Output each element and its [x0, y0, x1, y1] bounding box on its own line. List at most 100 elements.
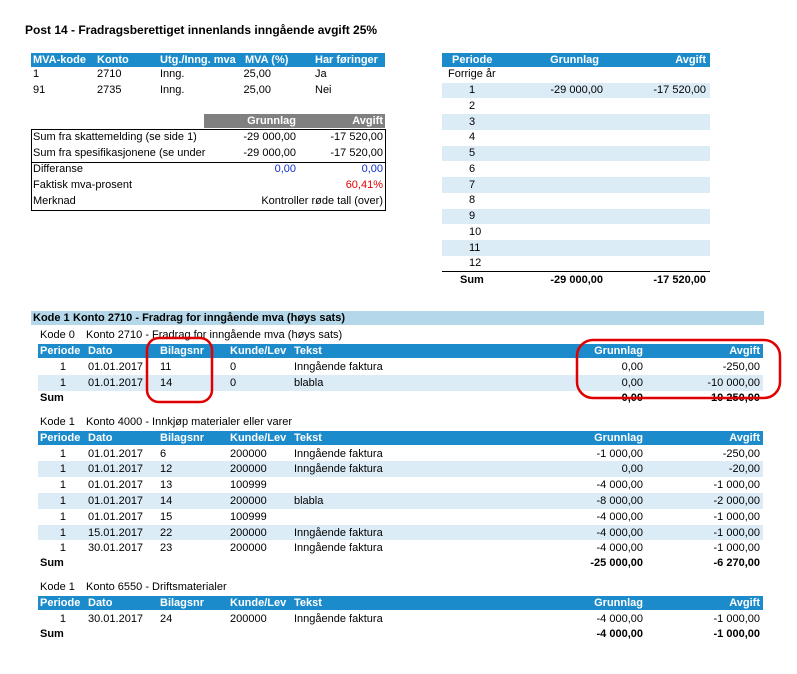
table-cell: -4 000,00 — [596, 542, 643, 555]
column-header: MVA (%) — [245, 54, 289, 66]
sum-label: Sum — [40, 628, 64, 640]
table-cell: 1 — [59, 510, 66, 523]
row-label: 7 — [469, 178, 476, 191]
section-code: Kode 1 — [33, 312, 70, 324]
table-cell: Kontroller røde tall (over) — [261, 195, 383, 207]
table-cell: -17 520,00 — [330, 131, 383, 143]
group-title: Konto 4000 - Innkjøp materialer eller va… — [86, 415, 293, 428]
table-cell: 2710 — [97, 68, 122, 80]
column-header: Dato — [88, 345, 113, 357]
group-code: Kode 1 — [40, 415, 75, 428]
sum-label: Sum — [40, 557, 64, 570]
table-cell: 1 — [59, 376, 66, 389]
table-cell: Inng. — [160, 68, 185, 80]
table-cell: 01.01.2017 — [88, 463, 144, 476]
table-cell: 200000 — [230, 463, 267, 476]
table-cell: 1 — [59, 361, 66, 373]
table-cell: 1 — [59, 542, 66, 555]
column-header: Grunnlag — [594, 345, 643, 357]
row-label: Sum fra skattemelding (se side 1) — [33, 131, 197, 143]
table-cell: 22 — [160, 526, 173, 539]
column-header: Konto — [97, 54, 129, 66]
table-cell: 1 — [59, 463, 66, 476]
table-cell: 14 — [160, 495, 173, 507]
table-cell: 01.01.2017 — [88, 376, 144, 389]
table-cell: 1 — [33, 68, 40, 80]
table-cell: 15 — [160, 510, 173, 523]
table-cell: 1 — [59, 613, 66, 626]
table-cell: Inng. — [160, 84, 185, 96]
table-cell: -10 000,00 — [707, 376, 760, 389]
table-cell: 200000 — [230, 495, 267, 507]
column-header: Kunde/Lev — [230, 345, 287, 357]
table-cell: 1 — [59, 447, 66, 460]
table-cell: -29 000,00 — [243, 147, 296, 159]
table-cell: 200000 — [230, 542, 267, 555]
group-header-bg — [38, 430, 763, 445]
row-shade — [38, 461, 763, 478]
row-label: 9 — [469, 210, 476, 222]
table-cell: 200000 — [230, 447, 267, 460]
sum-label: Sum — [460, 274, 484, 286]
row-label: Faktisk mva-prosent — [33, 179, 133, 191]
row-label: 2 — [469, 99, 476, 112]
table-cell: 01.01.2017 — [88, 510, 144, 523]
table-cell: Inngående faktura — [294, 613, 383, 626]
sum-cell: 0,00 — [621, 391, 643, 404]
sum-cell: -4 000,00 — [596, 628, 643, 640]
column-header: Tekst — [294, 345, 322, 357]
table-cell: 0,00 — [621, 463, 643, 476]
table-cell: 14 — [160, 376, 173, 389]
group-header-bg — [38, 344, 763, 358]
table-cell: Inngående faktura — [294, 542, 383, 555]
section-title: Konto 2710 - Fradrag for inngående mva (… — [73, 312, 346, 324]
table-cell: 200000 — [230, 526, 267, 539]
table-cell: 01.01.2017 — [88, 479, 144, 492]
column-header: Grunnlag — [247, 115, 296, 127]
column-header: Periode — [40, 431, 81, 444]
page-title: Post 14 - Fradragsberettiget innenlands … — [25, 23, 378, 37]
table-cell: -1 000,00 — [713, 613, 760, 626]
table-cell: 6 — [160, 447, 167, 460]
row-label: Merknad — [33, 195, 76, 207]
summary-divider — [31, 162, 385, 163]
table-cell: Inngående faktura — [294, 463, 383, 476]
column-header: Avgift — [675, 54, 706, 66]
column-header: Grunnlag — [550, 54, 599, 66]
table-cell: -1 000,00 — [713, 542, 760, 555]
table-cell: Ja — [315, 68, 327, 80]
table-cell: 15.01.2017 — [88, 526, 144, 539]
column-header: Utg./Inng. mva — [160, 54, 236, 66]
row-label: 3 — [469, 115, 476, 128]
row-shade — [442, 145, 710, 161]
row-shade — [38, 374, 763, 391]
column-header: Periode — [40, 345, 81, 357]
table-cell: blabla — [294, 495, 324, 507]
table-cell: 1 — [59, 479, 66, 492]
table-cell: -4 000,00 — [596, 479, 643, 492]
sum-label: Sum — [40, 391, 64, 404]
column-header: Tekst — [294, 431, 322, 444]
column-header: Bilagsnr — [160, 597, 205, 610]
table-cell: -1 000,00 — [596, 447, 643, 460]
row-label: 11 — [469, 241, 481, 254]
table-cell: 200000 — [230, 613, 267, 626]
table-cell: 01.01.2017 — [88, 495, 144, 507]
column-header: Dato — [88, 431, 113, 444]
row-label: 10 — [469, 225, 482, 238]
codes-header-bg — [31, 53, 385, 67]
row-label: Differanse — [33, 163, 83, 175]
group-code: Kode 0 — [40, 329, 75, 341]
table-cell: 0,00 — [621, 361, 643, 373]
table-cell: -20,00 — [728, 463, 760, 476]
row-label: 5 — [469, 147, 476, 159]
row-label: 4 — [469, 131, 476, 144]
column-header: Bilagsnr — [160, 345, 205, 357]
row-label: Forrige år — [448, 68, 496, 80]
column-header: Avgift — [352, 115, 383, 127]
table-cell: 1 — [59, 526, 66, 539]
group-title: Konto 2710 - Fradrag for inngående mva (… — [86, 329, 343, 341]
sum-cell: -10 250,00 — [707, 391, 760, 404]
column-header: Grunnlag — [594, 431, 643, 444]
row-shade — [442, 208, 710, 224]
